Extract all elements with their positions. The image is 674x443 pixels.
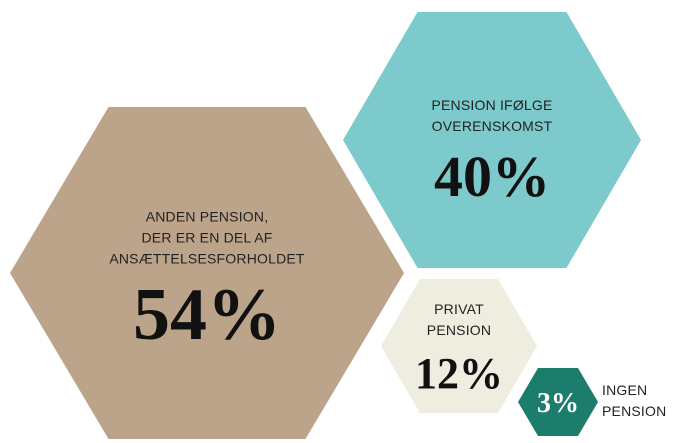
hexagon xyxy=(10,107,404,439)
value-label: 40% xyxy=(434,144,550,209)
category-label: INGEN PENSION xyxy=(602,382,667,419)
hexagon xyxy=(381,279,537,413)
category-label: PENSION IFØLGE OVERENSKOMST xyxy=(431,97,553,134)
category-label: PRIVAT PENSION xyxy=(426,301,492,338)
category-label: ANDEN PENSION, DER ER EN DEL AF ANSÆTTEL… xyxy=(109,208,305,267)
hexagon xyxy=(518,368,598,436)
value-label: 54% xyxy=(133,274,281,356)
value-label: 12% xyxy=(415,349,503,398)
value-label: 3% xyxy=(537,388,579,419)
hexagon xyxy=(343,12,641,268)
